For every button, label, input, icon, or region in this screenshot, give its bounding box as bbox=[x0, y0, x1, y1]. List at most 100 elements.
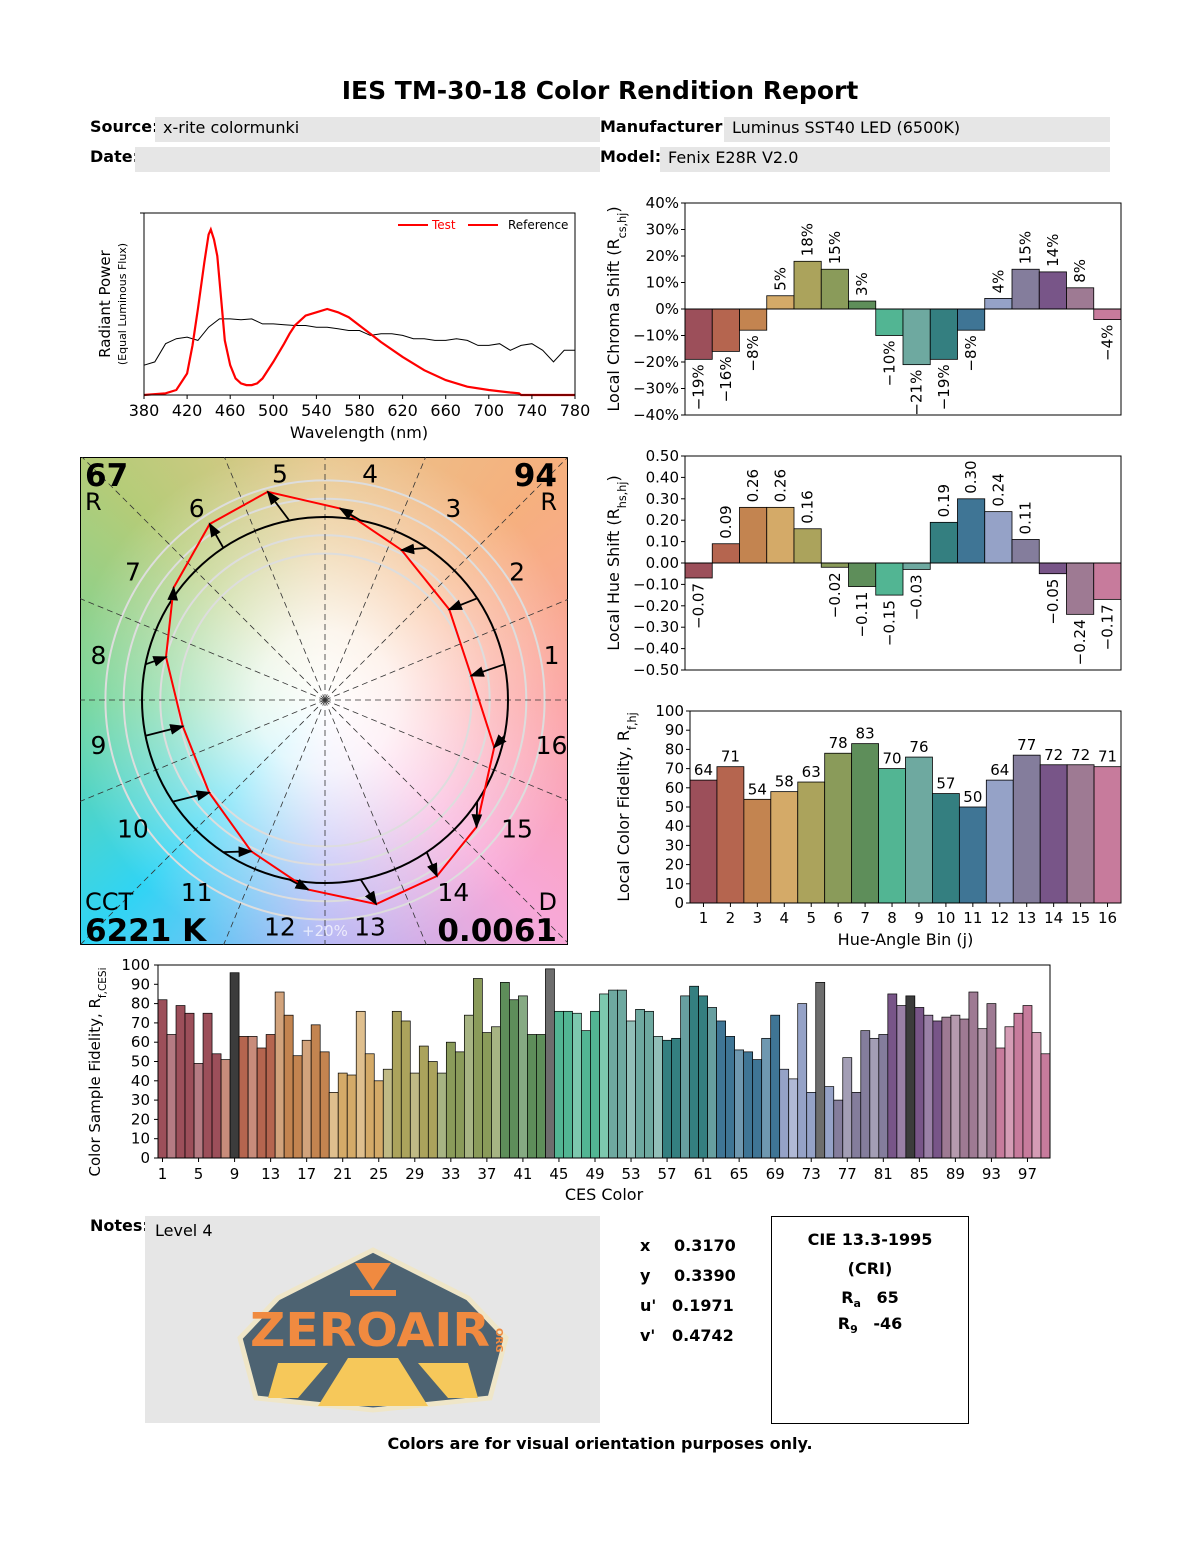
chroma-u-label: u' bbox=[640, 1296, 657, 1315]
chroma-x-value: 0.3170 bbox=[674, 1236, 736, 1255]
bin-label-1: 1 bbox=[544, 641, 560, 670]
bar-value-label: 64 bbox=[694, 761, 713, 779]
bar-bin-7 bbox=[848, 562, 877, 587]
bar-ces-35 bbox=[463, 1014, 474, 1159]
x-tick-label: 49 bbox=[585, 1165, 604, 1183]
bar-value-label: 57 bbox=[936, 775, 955, 793]
bar-value-label: −19% bbox=[935, 364, 953, 410]
bar-bin-10 bbox=[932, 793, 960, 904]
x-tick-label: 29 bbox=[405, 1165, 424, 1183]
bar-value-label: 0.16 bbox=[799, 490, 817, 523]
bar-ces-81 bbox=[878, 1034, 889, 1159]
x-tick-label: 6 bbox=[833, 909, 843, 927]
duv-value: 0.0061 bbox=[437, 913, 557, 949]
bar-value-label: −4% bbox=[1098, 325, 1116, 361]
bar-ces-32 bbox=[436, 1072, 447, 1159]
bar-bin-4 bbox=[766, 295, 795, 310]
x-tick-label: 12 bbox=[990, 909, 1009, 927]
bar-value-label: 78 bbox=[829, 734, 848, 752]
bar-ces-65 bbox=[734, 1049, 745, 1159]
x-tick-label: 14 bbox=[1044, 909, 1063, 927]
bar-bin-11 bbox=[957, 308, 986, 331]
bar-ces-22 bbox=[346, 1074, 357, 1159]
x-tick-label: 5 bbox=[194, 1165, 204, 1183]
rg-label: R bbox=[540, 488, 557, 516]
local-color-fidelity-chart: 6417125435846357868377087695710501164127… bbox=[655, 702, 1122, 949]
chroma-hue-arrow-13 bbox=[359, 879, 378, 906]
bar-ces-23 bbox=[355, 1010, 366, 1159]
chroma-hue-arrow-15 bbox=[471, 801, 483, 829]
chroma-hue-arrow-2 bbox=[447, 597, 478, 611]
x-tick-label: 45 bbox=[549, 1165, 568, 1183]
y-axis-label-part: Color Sample Fidelity, R bbox=[86, 998, 104, 1176]
y-tick-label: 100 bbox=[655, 702, 684, 720]
bar-ces-95 bbox=[1004, 1026, 1015, 1159]
y-tick-label: 90 bbox=[131, 975, 150, 993]
y-tick-label: 80 bbox=[665, 740, 684, 758]
bar-ces-78 bbox=[851, 1092, 862, 1159]
bar-value-label: 0.26 bbox=[744, 469, 762, 502]
chroma-x-label: x bbox=[640, 1236, 651, 1255]
bar-ces-51 bbox=[608, 989, 618, 1159]
bar-ces-9 bbox=[229, 972, 240, 1159]
x-tick-label: 89 bbox=[946, 1165, 965, 1183]
chroma-hue-arrow-9 bbox=[145, 724, 185, 737]
bar-bin-8 bbox=[875, 562, 904, 596]
bar-value-label: −0.02 bbox=[826, 572, 844, 618]
logo-suffix: ORG bbox=[493, 1328, 504, 1352]
bin-boundary-line bbox=[324, 699, 568, 944]
y-tick-label: 20 bbox=[665, 856, 684, 874]
x-tick-label: 57 bbox=[658, 1165, 677, 1183]
bar-bin-13 bbox=[1012, 754, 1041, 904]
footer-disclaimer: Colors are for visual orientation purpos… bbox=[387, 1434, 813, 1453]
bar-ces-10 bbox=[238, 1036, 249, 1159]
y-axis-sublabel-part: (Equal Luminous Flux) bbox=[116, 243, 129, 365]
bar-value-label: 0.11 bbox=[1017, 501, 1035, 534]
bin-label-9: 9 bbox=[90, 731, 106, 760]
bar-bin-15 bbox=[1066, 287, 1095, 310]
bar-bin-12 bbox=[984, 297, 1013, 310]
bar-bin-5 bbox=[793, 528, 822, 564]
bar-bin-8 bbox=[875, 308, 904, 336]
bar-ces-68 bbox=[761, 1037, 772, 1159]
bar-ces-37 bbox=[482, 1032, 492, 1159]
bin-label-11: 11 bbox=[181, 878, 213, 907]
bar-value-label: 0.24 bbox=[989, 473, 1007, 506]
bar-bin-14 bbox=[1038, 271, 1067, 310]
bar-bin-9 bbox=[905, 756, 933, 904]
bar-ces-19 bbox=[319, 1051, 330, 1159]
x-tick-label: 25 bbox=[369, 1165, 388, 1183]
chroma-hue-arrow-4 bbox=[338, 507, 362, 522]
x-tick-label: 740 bbox=[517, 401, 548, 420]
bar-value-label: 0.26 bbox=[771, 469, 789, 502]
y-tick-label: 0.40 bbox=[646, 468, 679, 486]
x-tick-label: 4 bbox=[780, 909, 790, 927]
bin-label-13: 13 bbox=[354, 913, 386, 942]
y-axis-label: Color Sample Fidelity, Rf,CESi bbox=[86, 967, 109, 1176]
x-tick-label: 460 bbox=[215, 401, 246, 420]
bar-ces-31 bbox=[427, 1061, 438, 1159]
x-tick-label: 77 bbox=[838, 1165, 857, 1183]
bar-ces-14 bbox=[274, 991, 285, 1159]
bar-ces-41 bbox=[518, 995, 528, 1159]
bar-bin-7 bbox=[851, 743, 879, 904]
y-tick-label: −0.30 bbox=[633, 618, 679, 636]
bar-value-label: 3% bbox=[853, 272, 871, 296]
y-axis-label-part: ) bbox=[604, 475, 623, 481]
y-tick-label: 70 bbox=[131, 1014, 150, 1032]
bar-value-label: 4% bbox=[989, 270, 1007, 294]
bar-ces-3 bbox=[175, 1005, 186, 1159]
cri-r9-label: R bbox=[837, 1314, 851, 1334]
chroma-hue-arrow-6 bbox=[208, 522, 225, 549]
x-tick-label: 380 bbox=[129, 401, 160, 420]
bin-label-16: 16 bbox=[536, 731, 568, 760]
bar-ces-57 bbox=[662, 1039, 672, 1159]
bar-value-label: 15% bbox=[826, 231, 844, 264]
bar-value-label: −16% bbox=[717, 356, 735, 402]
y-axis-label: Local Chroma Shift (Rcs,hj) bbox=[604, 206, 629, 411]
date-field bbox=[135, 147, 600, 172]
notes-label: Notes: bbox=[90, 1216, 149, 1235]
model-label: Model: bbox=[600, 147, 662, 166]
bar-value-label: 71 bbox=[721, 748, 740, 766]
reference-circle bbox=[141, 516, 509, 884]
